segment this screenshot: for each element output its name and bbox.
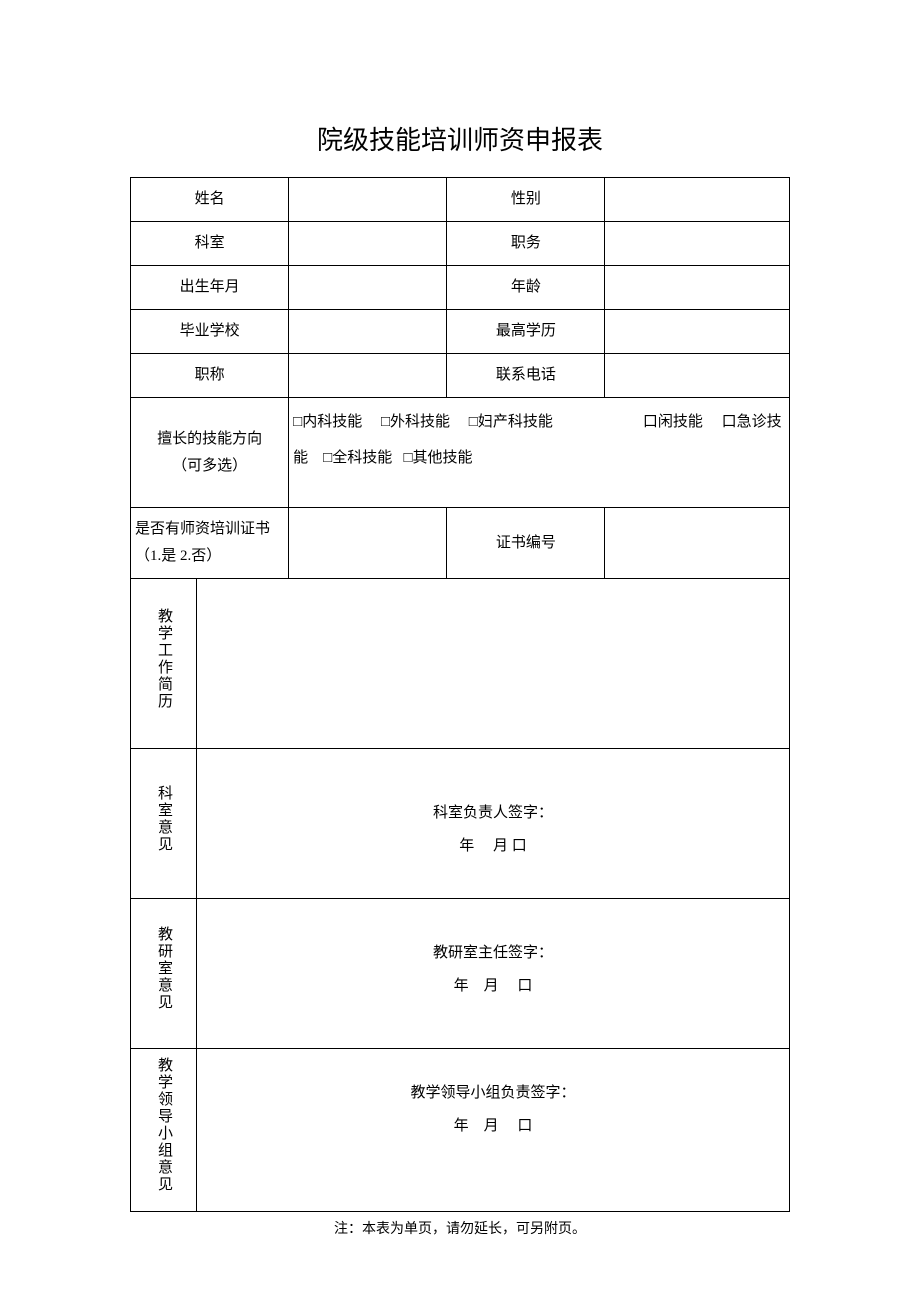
row-teaching-history: 教学工作简历 bbox=[131, 579, 790, 749]
value-leader-opinion[interactable]: 教学领导小组负责签字： 年 月 口 bbox=[196, 1049, 789, 1212]
label-education: 最高学历 bbox=[447, 310, 605, 354]
row-cert: 是否有师资培训证书（1.是 2.否） 证书编号 bbox=[131, 508, 790, 579]
value-title[interactable] bbox=[289, 354, 447, 398]
footnote: 注：本表为单页，请勿延长，可另附页。 bbox=[130, 1218, 790, 1238]
label-title: 职称 bbox=[131, 354, 289, 398]
research-sign-date: 年 月 口 bbox=[207, 970, 779, 1003]
label-leader-opinion: 教学领导小组意见 bbox=[131, 1049, 197, 1212]
label-dept-opinion: 科室意见 bbox=[131, 749, 197, 899]
value-has-cert[interactable] bbox=[289, 508, 447, 579]
value-age[interactable] bbox=[605, 266, 790, 310]
value-gender[interactable] bbox=[605, 178, 790, 222]
value-birth[interactable] bbox=[289, 266, 447, 310]
row-skill-direction: 擅长的技能方向 （可多选） □内科技能 □外科技能 □妇产科技能 口闲技能 口急… bbox=[131, 398, 790, 508]
row-dept: 科室 职务 bbox=[131, 222, 790, 266]
value-dept[interactable] bbox=[289, 222, 447, 266]
dept-sign-label: 科室负责人签字： bbox=[207, 797, 779, 830]
row-dept-opinion: 科室意见 科室负责人签字： 年 月 口 bbox=[131, 749, 790, 899]
label-age: 年龄 bbox=[447, 266, 605, 310]
skill-checkboxes[interactable]: □内科技能 □外科技能 □妇产科技能 口闲技能 口急诊技能 □全科技能 □其他技… bbox=[289, 398, 790, 508]
row-title: 职称 联系电话 bbox=[131, 354, 790, 398]
value-research-opinion[interactable]: 教研室主任签字： 年 月 口 bbox=[196, 899, 789, 1049]
row-school: 毕业学校 最高学历 bbox=[131, 310, 790, 354]
label-school: 毕业学校 bbox=[131, 310, 289, 354]
dept-sign-date: 年 月 口 bbox=[207, 830, 779, 863]
label-skill-direction: 擅长的技能方向 （可多选） bbox=[131, 398, 289, 508]
label-teaching-history: 教学工作简历 bbox=[131, 579, 197, 749]
value-dept-opinion[interactable]: 科室负责人签字： 年 月 口 bbox=[196, 749, 789, 899]
skill-dir-line1: 擅长的技能方向 bbox=[133, 426, 286, 453]
value-school[interactable] bbox=[289, 310, 447, 354]
label-phone: 联系电话 bbox=[447, 354, 605, 398]
value-position[interactable] bbox=[605, 222, 790, 266]
label-name: 姓名 bbox=[131, 178, 289, 222]
row-name: 姓名 性别 bbox=[131, 178, 790, 222]
row-research-opinion: 教研室意见 教研室主任签字： 年 月 口 bbox=[131, 899, 790, 1049]
label-gender: 性别 bbox=[447, 178, 605, 222]
value-education[interactable] bbox=[605, 310, 790, 354]
label-has-cert: 是否有师资培训证书（1.是 2.否） bbox=[131, 508, 289, 579]
research-sign-label: 教研室主任签字： bbox=[207, 937, 779, 970]
row-birth: 出生年月 年龄 bbox=[131, 266, 790, 310]
label-dept: 科室 bbox=[131, 222, 289, 266]
application-form-table: 姓名 性别 科室 职务 出生年月 年龄 毕业学校 最高学历 职称 联系电话 擅长… bbox=[130, 177, 790, 1212]
leader-sign-date: 年 月 口 bbox=[207, 1110, 779, 1143]
skill-dir-line2: （可多选） bbox=[133, 453, 286, 480]
row-leader-opinion: 教学领导小组意见 教学领导小组负责签字： 年 月 口 bbox=[131, 1049, 790, 1212]
value-teaching-history[interactable] bbox=[196, 579, 789, 749]
label-research-opinion: 教研室意见 bbox=[131, 899, 197, 1049]
value-cert-no[interactable] bbox=[605, 508, 790, 579]
leader-sign-label: 教学领导小组负责签字： bbox=[207, 1077, 779, 1110]
value-name[interactable] bbox=[289, 178, 447, 222]
label-birth: 出生年月 bbox=[131, 266, 289, 310]
label-position: 职务 bbox=[447, 222, 605, 266]
value-phone[interactable] bbox=[605, 354, 790, 398]
label-cert-no: 证书编号 bbox=[447, 508, 605, 579]
form-title: 院级技能培训师资申报表 bbox=[130, 120, 790, 157]
